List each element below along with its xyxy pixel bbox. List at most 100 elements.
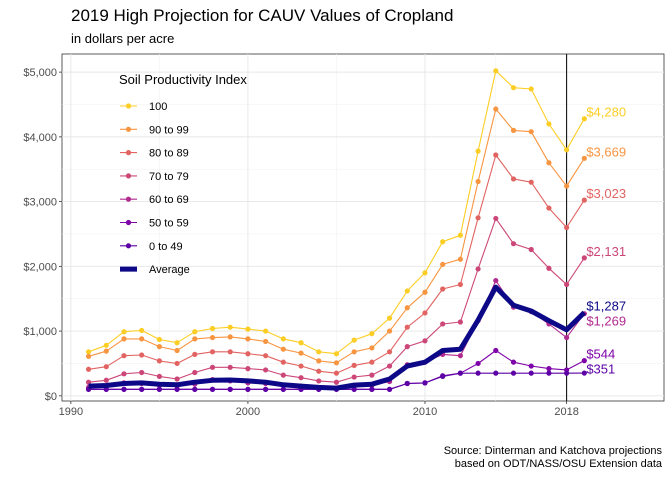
legend: Soil Productivity Index 100 90 to 99 80 to… xyxy=(119,72,247,276)
data-point-80-to-89 xyxy=(298,363,304,369)
data-point-90-to-99 xyxy=(564,183,570,189)
legend-label-average: Average xyxy=(149,264,190,276)
data-point-0-to-49 xyxy=(121,386,127,392)
data-point-60-to-69 xyxy=(457,353,463,359)
data-point-70-to-79 xyxy=(103,377,109,383)
data-point-80-to-89 xyxy=(369,359,375,365)
data-point-100 xyxy=(209,325,216,332)
data-point-80-to-89 xyxy=(156,358,162,364)
data-point-70-to-79 xyxy=(475,266,481,272)
data-point-90-to-99 xyxy=(85,353,92,359)
data-point-100 xyxy=(298,340,304,346)
data-point-70-to-79 xyxy=(139,369,145,376)
data-point-90-to-99 xyxy=(581,155,587,161)
data-point-0-to-49 xyxy=(528,370,534,376)
legend-label-100: 100 xyxy=(149,101,167,113)
data-point-0-to-49 xyxy=(564,370,570,376)
x-tick-label: 1990 xyxy=(59,406,83,418)
data-point-90-to-99 xyxy=(263,338,269,345)
data-point-70-to-79 xyxy=(121,371,127,377)
data-point-80-to-89 xyxy=(121,353,127,359)
data-point-70-to-79 xyxy=(440,321,446,327)
data-point-80-to-89 xyxy=(510,176,517,182)
x-tick-label: 2018 xyxy=(554,406,578,418)
data-point-80-to-89 xyxy=(493,152,499,158)
y-tick-label: $2,000 xyxy=(23,261,57,273)
data-point-90-to-99 xyxy=(546,160,552,166)
data-point-100 xyxy=(528,86,534,92)
data-point-0-to-49 xyxy=(440,373,446,379)
data-point-80-to-89 xyxy=(227,349,233,355)
end-label-90-to-99: $3,669 xyxy=(586,144,626,159)
data-point-100 xyxy=(475,148,481,154)
chart-subtitle: in dollars per acre xyxy=(71,31,175,46)
data-point-90-to-99 xyxy=(404,305,410,311)
data-point-0-to-49 xyxy=(156,386,162,392)
data-point-100 xyxy=(404,288,410,294)
data-point-50-to-59 xyxy=(528,363,534,369)
data-point-80-to-89 xyxy=(404,324,410,330)
end-label-60-to-69: $1,269 xyxy=(586,314,626,329)
y-tick-label: $4,000 xyxy=(23,132,57,144)
data-point-80-to-89 xyxy=(209,349,216,355)
data-point-100 xyxy=(369,331,375,337)
legend-key-point-70-to-79 xyxy=(125,173,132,179)
data-point-70-to-79 xyxy=(174,376,180,382)
data-point-80-to-89 xyxy=(316,368,322,374)
data-point-0-to-49 xyxy=(493,370,499,376)
data-point-100 xyxy=(316,349,322,355)
data-point-80-to-89 xyxy=(422,310,428,316)
legend-label-90-to-99: 90 to 99 xyxy=(149,124,189,136)
series-layer xyxy=(85,68,587,392)
data-point-90-to-99 xyxy=(493,106,499,112)
data-point-90-to-99 xyxy=(245,336,251,342)
data-point-90-to-99 xyxy=(422,289,428,295)
data-point-90-to-99 xyxy=(192,336,198,342)
data-point-90-to-99 xyxy=(351,349,357,355)
data-point-80-to-89 xyxy=(475,215,481,221)
data-point-90-to-99 xyxy=(174,347,180,354)
data-point-90-to-99 xyxy=(386,328,393,334)
data-point-0-to-49 xyxy=(280,386,286,392)
data-point-100 xyxy=(103,342,109,348)
data-point-80-to-89 xyxy=(85,366,92,372)
data-point-50-to-59 xyxy=(475,360,481,367)
data-point-0-to-49 xyxy=(139,386,145,392)
legend-label-0-to-49: 0 to 49 xyxy=(149,241,183,253)
data-point-70-to-79 xyxy=(386,363,393,369)
data-point-0-to-49 xyxy=(227,386,233,392)
data-point-100 xyxy=(386,315,393,321)
data-point-0-to-49 xyxy=(245,386,251,392)
data-point-100 xyxy=(493,68,499,74)
data-point-80-to-89 xyxy=(245,351,251,357)
series-line-average xyxy=(88,284,587,391)
data-point-80-to-89 xyxy=(263,353,269,359)
data-point-90-to-99 xyxy=(156,344,162,350)
data-point-100 xyxy=(192,329,198,335)
data-point-70-to-79 xyxy=(581,255,587,261)
data-point-0-to-49 xyxy=(422,380,428,386)
legend-key-point-0-to-49 xyxy=(125,243,132,249)
data-point-80-to-89 xyxy=(546,205,552,211)
data-point-70-to-79 xyxy=(351,374,357,380)
chart-title: 2019 High Projection for CAUV Values of … xyxy=(71,6,454,25)
data-point-50-to-59 xyxy=(546,366,552,372)
data-point-100 xyxy=(333,351,340,357)
data-point-80-to-89 xyxy=(174,360,180,367)
data-point-90-to-99 xyxy=(333,360,340,366)
data-point-80-to-89 xyxy=(564,224,570,231)
data-point-0-to-49 xyxy=(369,386,375,392)
data-point-80-to-89 xyxy=(139,352,145,358)
caption-line-1: Source: Dinterman and Katchova projectio… xyxy=(443,445,662,457)
data-point-70-to-79 xyxy=(85,379,92,385)
data-point-100 xyxy=(174,340,180,346)
legend-label-80-to-89: 80 to 89 xyxy=(149,148,189,160)
data-point-100 xyxy=(156,336,162,343)
data-point-70-to-79 xyxy=(333,379,340,385)
data-point-100 xyxy=(121,329,127,335)
data-point-100 xyxy=(245,326,251,332)
y-tick-label: $5,000 xyxy=(23,67,57,79)
data-point-0-to-49 xyxy=(475,370,481,376)
data-point-70-to-79 xyxy=(564,281,570,288)
data-point-80-to-89 xyxy=(457,281,463,288)
